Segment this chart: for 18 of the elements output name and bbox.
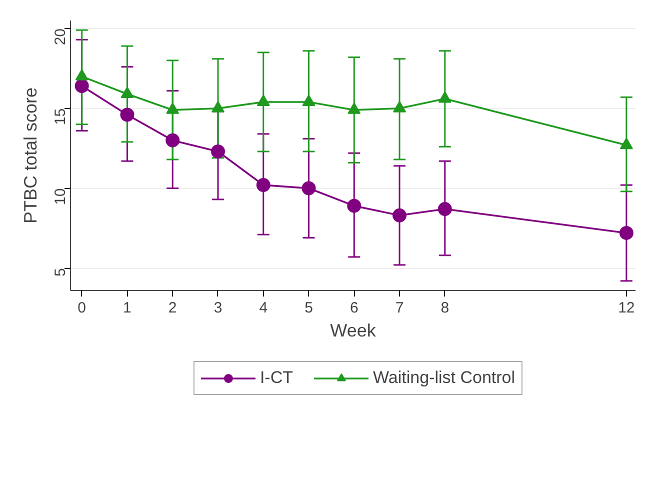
x-tick-label: 1 [123, 300, 132, 316]
x-tick-label: 5 [304, 300, 313, 316]
y-tick-label: 5 [52, 268, 69, 276]
x-axis-title: Week [330, 320, 377, 340]
y-tick-label: 20 [52, 28, 69, 46]
legend-label: Waiting-list Control [373, 368, 516, 388]
x-tick-label: 3 [214, 300, 222, 316]
x-tick-label: 8 [440, 300, 450, 316]
y-tick-label: 10 [52, 188, 69, 205]
x-tick-label: 0 [78, 300, 86, 316]
x-tick-label: 4 [259, 300, 268, 316]
y-axis-title: PTBC total score [20, 87, 40, 224]
x-tick-label: 12 [618, 300, 635, 316]
x-tick-label: 6 [350, 300, 358, 316]
y-tick-label: 15 [52, 108, 69, 126]
x-tick-label: 2 [168, 300, 177, 316]
x-tick-label: 7 [395, 300, 404, 316]
legend-label: I-CT [260, 368, 294, 388]
